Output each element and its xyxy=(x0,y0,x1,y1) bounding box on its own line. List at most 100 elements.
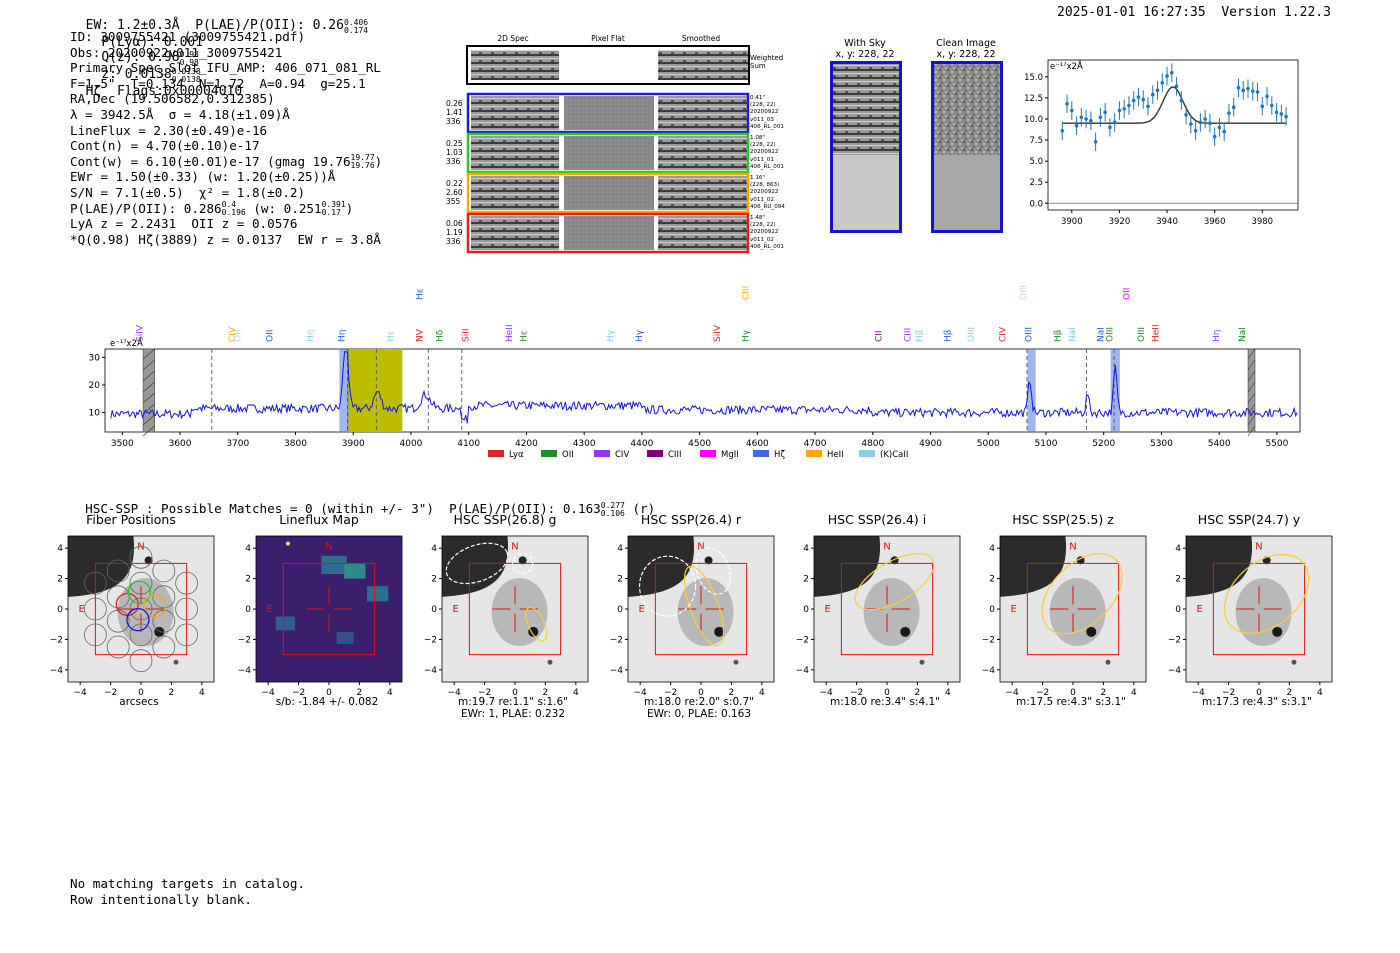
cutout-ytick-label: 2 xyxy=(989,575,995,585)
cutout-image: N E 4 2 0 −2 −4 −4 −2 0 2 4 xyxy=(796,535,961,698)
spectrum-line-label: OIII xyxy=(1137,327,1147,342)
spectrum-line-label: OII xyxy=(265,330,275,342)
spectrum-line-label: Hη xyxy=(306,330,316,342)
fiber-row-2dspec xyxy=(471,96,559,130)
fit-data-point xyxy=(1260,104,1265,109)
header-qz-lower: 0.98 xyxy=(179,58,199,67)
lineflux-blob xyxy=(321,555,347,575)
clean-image-panel: Clean Image x, y: 228, 22 xyxy=(921,38,1011,237)
spectrum-line-label: Hη xyxy=(1212,330,1222,342)
cutout-xtick-label: −2 xyxy=(1222,688,1235,698)
hsc-plae-upper: 0.277 xyxy=(600,501,625,510)
spectrum-line-label: OIII xyxy=(967,327,977,342)
fit-data-point xyxy=(1084,117,1088,121)
col-title-2dspec: 2D Spec xyxy=(497,34,528,43)
fit-xtick-label: 3920 xyxy=(1109,217,1131,227)
cutout-ytick-label: −2 xyxy=(610,635,623,645)
cutout-xtick-label: 4 xyxy=(1131,688,1137,698)
cutout-ytick-label: −2 xyxy=(50,635,63,645)
cutout-xtick-label: −4 xyxy=(634,688,648,698)
spectrum-mask-hatch xyxy=(1247,370,1256,382)
fiber-circle xyxy=(129,597,153,621)
fiber-row-left-stats: 0.25 1.03 336 xyxy=(446,139,463,166)
cutout-galaxy-core xyxy=(1086,626,1097,637)
fit-data-point xyxy=(1170,70,1174,75)
cutout-ytick-label: −4 xyxy=(982,666,995,676)
cutout-galaxy-core xyxy=(714,626,725,637)
fiber-circle xyxy=(129,545,153,569)
fiber-circle-highlight xyxy=(126,607,150,632)
fit-data-point xyxy=(1141,97,1146,102)
spectrum-legend-label: HeII xyxy=(827,450,844,460)
cutout-caption: m:17.5 re:4.3" s:3.1" xyxy=(1016,696,1126,708)
cutout-ytick-label: 4 xyxy=(57,544,63,554)
cutout-east-label: E xyxy=(267,604,273,615)
cutout-aperture-ellipse xyxy=(683,565,725,647)
cutout-image: N E 4 2 0 −2 −4 −4 −2 0 2 4 xyxy=(424,535,589,698)
spectrum-xtick-label: 4700 xyxy=(804,439,827,449)
cutout-aperture-ellipse xyxy=(1041,553,1123,635)
spectrum-legend-label: CIII xyxy=(668,450,681,460)
cutout-ytick-label: −4 xyxy=(424,666,437,676)
spectrum-mask-hatch xyxy=(142,359,155,371)
spectrum-line-label: SiII xyxy=(462,328,472,342)
spectrum-line-label: NaI xyxy=(1097,327,1107,342)
spectrum-mask-hatch xyxy=(1247,348,1256,360)
spectrum-xtick-label: 4200 xyxy=(515,439,538,449)
spectrum-xtick-label: 4500 xyxy=(688,439,711,449)
cutout-xtick-label: −4 xyxy=(1192,688,1206,698)
spectrum-line-label: OII xyxy=(1123,288,1133,300)
spectrum-xtick-label: 5500 xyxy=(1265,439,1288,449)
cutout-caption: arcsecs xyxy=(119,696,159,708)
cutout-ytick-label: −2 xyxy=(982,635,995,645)
cutout-bright-star xyxy=(1000,536,1067,597)
info-fwhm-params: F=1.5" T=0.134 N=1.72 A=0.94 g=25.1 xyxy=(70,75,366,91)
header-z-upper: 0.0138 xyxy=(171,67,201,76)
cutout-east-label: E xyxy=(453,604,459,615)
fiber-circle xyxy=(175,623,199,647)
spectrum-legend-label: MgII xyxy=(721,450,739,460)
with-sky-xy: x, y: 228, 22 xyxy=(835,49,895,60)
cutout-xtick-label: 0 xyxy=(1256,688,1262,698)
cutout-aperture-box xyxy=(94,562,188,656)
fit-data-point xyxy=(1174,84,1179,88)
spectrum-line-label: NaI xyxy=(1068,327,1078,342)
fit-ytick-label: 5.0 xyxy=(1029,157,1043,167)
spectrum-mask-hatch xyxy=(1247,414,1256,426)
fiber-circle xyxy=(83,623,107,647)
cutout-east-label: E xyxy=(1197,604,1203,615)
fiber-circle xyxy=(129,623,153,647)
spectrum-line-label: Hγ xyxy=(742,329,752,342)
clean-image-xy: x, y: 228, 22 xyxy=(936,49,996,60)
footer-block: No matching targets in catalog. Row inte… xyxy=(70,876,305,907)
spectrum-legend-label: Hζ xyxy=(774,450,785,460)
fit-xtick-label: 3980 xyxy=(1251,217,1273,227)
fiber-row-right-meta: 1.16" (228, 863) 20200922 v011_02 406_RU… xyxy=(750,175,785,210)
spectrum-xtick-label: 5100 xyxy=(1035,439,1058,449)
fit-data-point xyxy=(1284,114,1288,119)
fiber-row-smoothed xyxy=(658,136,748,170)
fit-data-point xyxy=(1127,103,1131,108)
spectrum-line-label: HeII xyxy=(1152,324,1162,342)
cutout-xtick-label: 4 xyxy=(759,688,765,698)
fiber-row-2dspec xyxy=(471,216,559,250)
fiber-row-smoothed xyxy=(658,176,748,210)
fit-data-point xyxy=(1246,86,1250,91)
spectrum-mask-hatch xyxy=(1247,359,1256,371)
cutout-bright-star xyxy=(1186,536,1253,597)
lineflux-blob xyxy=(336,631,354,644)
cutout-xtick-label: 4 xyxy=(1317,688,1323,698)
cutout-panel-6: HSC SSP(24.7) y N E 4 2 0 −2 −4 −4 −2 0 2 4 m:17.3 re… xyxy=(1168,512,1333,708)
fiber-row-pixelflat xyxy=(564,136,654,170)
cutout-xtick-label: −2 xyxy=(664,688,677,698)
cutout-ytick-label: 2 xyxy=(803,575,809,585)
cutout-north-label: N xyxy=(883,542,890,553)
fit-data-point xyxy=(1103,110,1107,115)
with-sky-image xyxy=(830,61,902,233)
fit-data-point xyxy=(1217,125,1222,130)
spectrum-xtick-label: 4100 xyxy=(457,439,480,449)
cutout-ytick-label: 0 xyxy=(1175,605,1181,615)
cutout-xtick-label: 4 xyxy=(945,688,951,698)
cutout-xtick-label: 4 xyxy=(387,688,393,698)
cutout-ytick-label: −4 xyxy=(1168,666,1181,676)
